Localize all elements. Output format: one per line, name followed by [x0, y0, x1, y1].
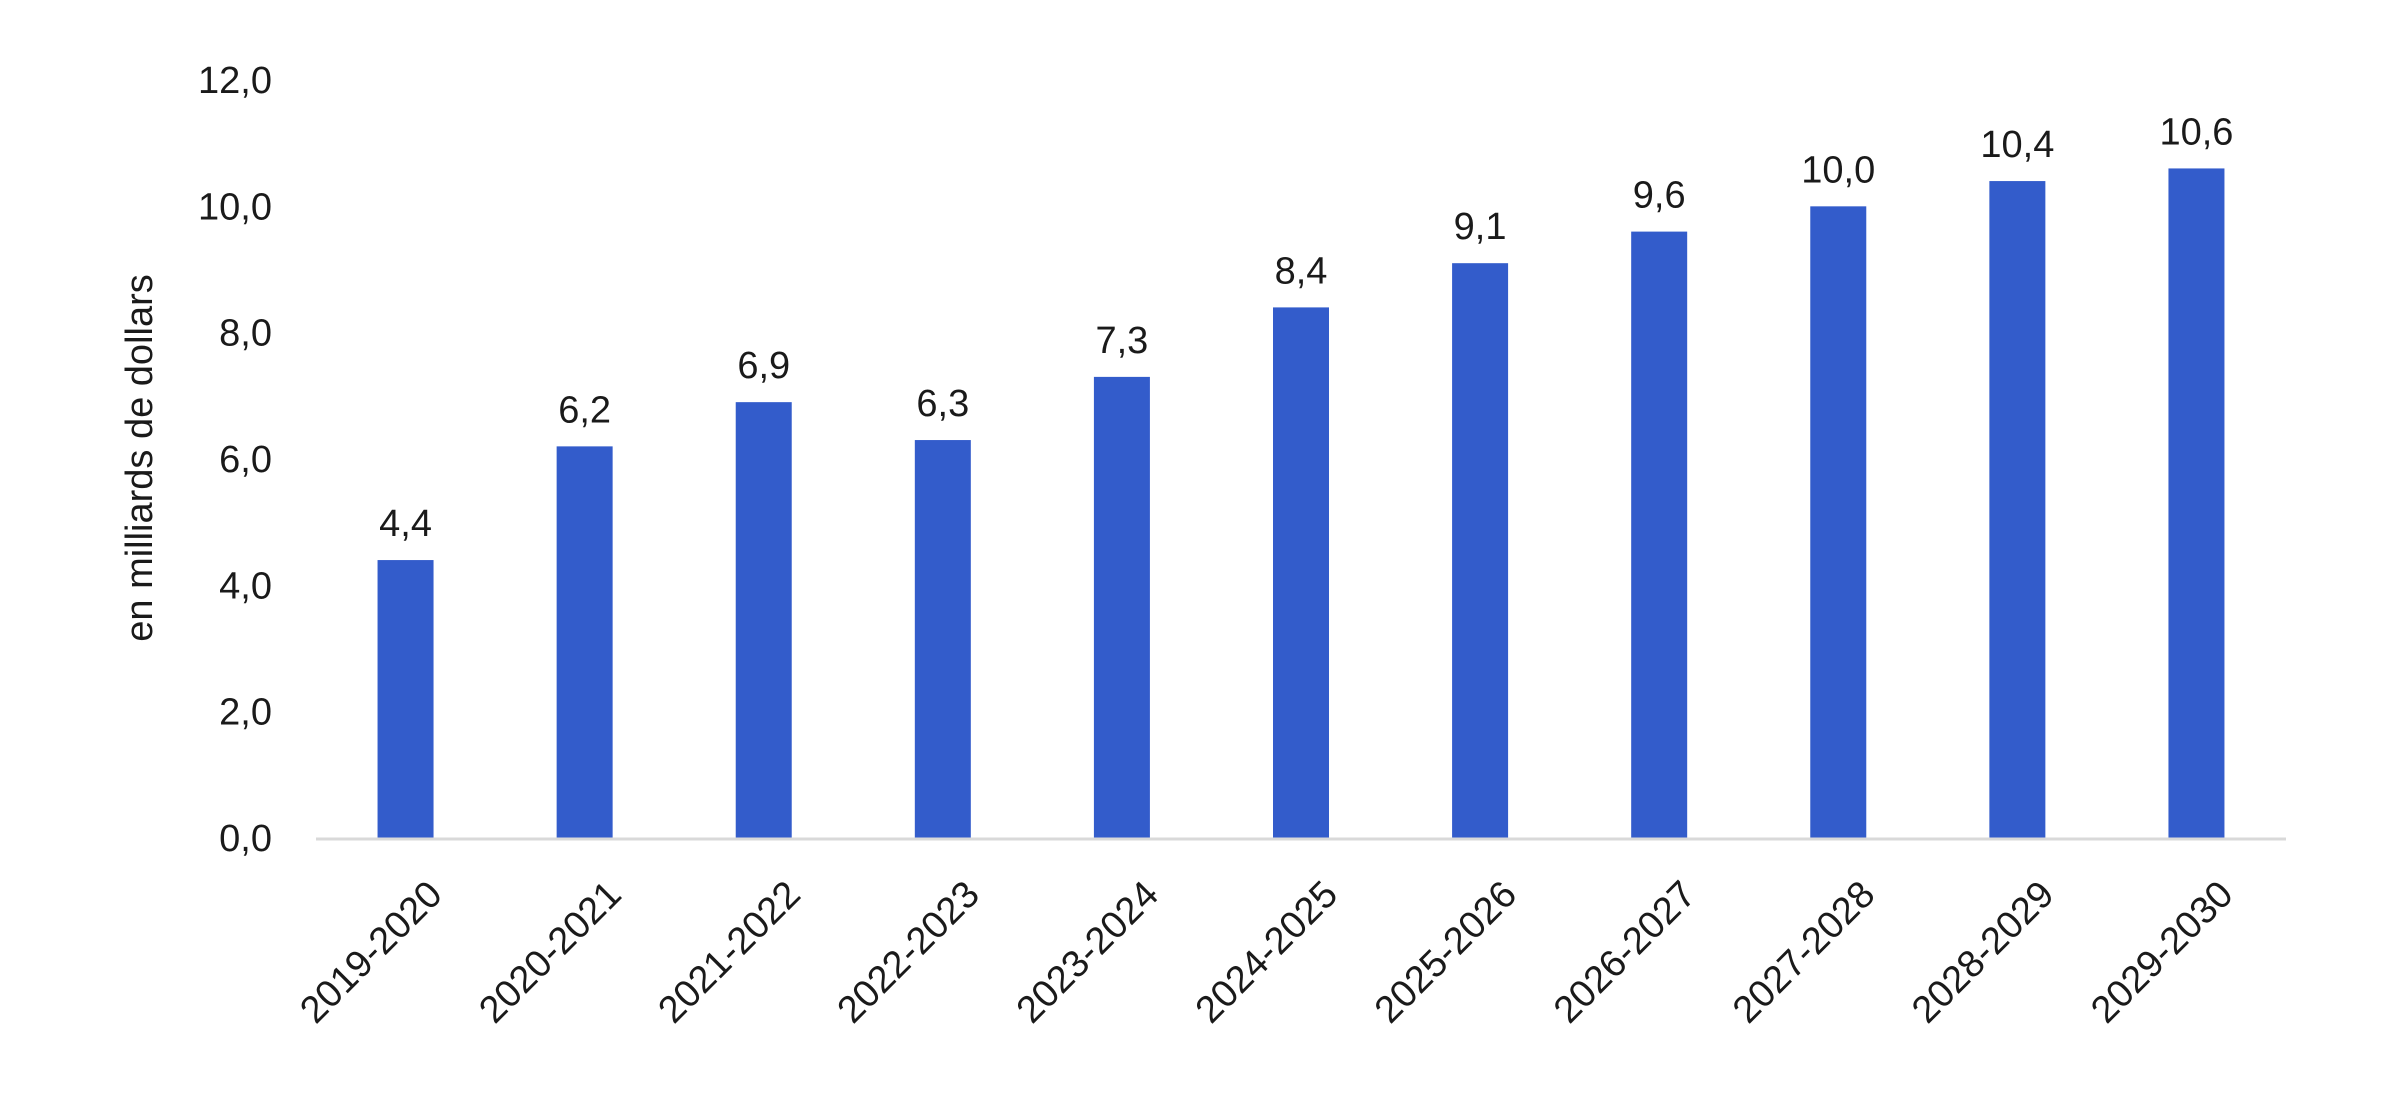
bar	[1093, 376, 1150, 838]
x-category-label: 2025-2026	[1367, 873, 1525, 1031]
data-label: 6,3	[916, 383, 969, 425]
bar	[1989, 181, 2046, 839]
bars	[377, 168, 2225, 839]
data-label: 4,4	[379, 503, 432, 545]
x-category-label: 2023-2024	[1009, 873, 1167, 1031]
data-label: 9,1	[1454, 206, 1507, 248]
bar	[1631, 231, 1688, 839]
x-category-label: 2024-2025	[1188, 873, 1346, 1031]
x-category-label: 2028-2029	[1904, 873, 2062, 1031]
bar	[2168, 168, 2225, 838]
y-tick-label: 12,0	[198, 60, 272, 102]
x-category-label: 2020-2021	[471, 873, 629, 1031]
data-label: 9,6	[1633, 175, 1686, 217]
data-labels: 4,4 6,2 6,9 6,3 7,3 8,4 9,1 9,6 10,0 10,4 10,6	[379, 111, 2233, 545]
bar	[556, 446, 613, 838]
bar	[1452, 263, 1509, 838]
data-label: 6,2	[558, 389, 611, 431]
y-tick-label: 2,0	[219, 692, 272, 734]
x-category-label: 2026-2027	[1546, 873, 1704, 1031]
data-label: 8,4	[1275, 250, 1328, 292]
x-axis-category-labels: 2019-2020 2020-2021 2021-2022 2022-2023 2023…	[292, 873, 2241, 1031]
y-tick-label: 4,0	[219, 565, 272, 607]
y-tick-label: 10,0	[198, 186, 272, 228]
bar	[1810, 206, 1867, 839]
x-category-label: 2022-2023	[830, 873, 988, 1031]
x-category-label: 2021-2022	[651, 873, 809, 1031]
y-tick-label: 8,0	[219, 313, 272, 355]
x-category-label: 2029-2030	[2083, 873, 2241, 1031]
data-label: 6,9	[737, 345, 790, 387]
y-axis-title: en milliards de dollars	[119, 274, 161, 642]
bar	[1273, 307, 1329, 838]
y-axis-ticks: 0,0 2,0 4,0 6,0 8,0 10,0 12,0	[198, 60, 272, 860]
y-tick-label: 0,0	[219, 818, 272, 860]
data-label: 10,4	[1980, 124, 2054, 166]
y-tick-label: 6,0	[219, 439, 272, 481]
data-label: 10,0	[1801, 149, 1875, 191]
bar	[914, 440, 971, 838]
data-label: 7,3	[1095, 320, 1148, 362]
bar	[735, 402, 792, 838]
x-category-label: 2027-2028	[1725, 873, 1883, 1031]
data-label: 10,6	[2159, 111, 2233, 153]
bar	[377, 560, 434, 838]
x-category-label: 2019-2020	[292, 873, 450, 1031]
